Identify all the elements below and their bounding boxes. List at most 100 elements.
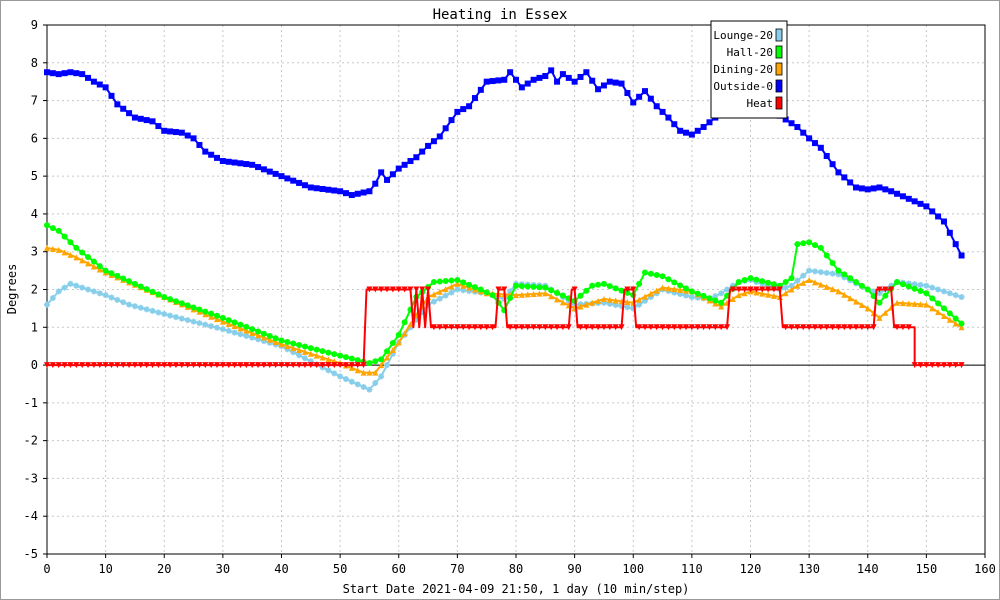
data-point	[829, 161, 836, 168]
series-hall-20	[44, 222, 965, 367]
data-point	[665, 285, 672, 292]
data-point	[800, 324, 807, 331]
data-point	[940, 312, 947, 319]
data-point	[131, 114, 138, 121]
data-point	[811, 324, 818, 331]
data-point	[172, 298, 179, 305]
data-point	[477, 324, 484, 331]
data-point	[683, 129, 690, 136]
data-point	[296, 342, 303, 349]
data-point	[583, 287, 590, 294]
data-point	[471, 324, 478, 331]
data-point	[442, 125, 449, 132]
data-point	[741, 290, 748, 297]
data-point	[876, 184, 883, 191]
data-point	[641, 269, 648, 276]
data-point	[800, 272, 807, 279]
data-point	[501, 76, 508, 83]
data-point	[448, 277, 455, 284]
data-point	[864, 305, 871, 312]
data-point	[501, 286, 508, 293]
data-point	[184, 362, 191, 369]
data-point	[899, 193, 906, 200]
data-point	[841, 271, 848, 278]
data-point	[636, 296, 643, 303]
data-point	[360, 383, 367, 390]
data-point	[946, 362, 953, 369]
data-point	[706, 119, 713, 126]
data-point	[653, 324, 660, 331]
data-point	[788, 324, 795, 331]
legend-label: Outside-0	[713, 80, 773, 93]
data-point	[342, 362, 349, 369]
data-point	[313, 185, 320, 192]
data-point	[61, 249, 68, 256]
data-point	[911, 362, 918, 369]
data-point	[278, 341, 285, 348]
data-point	[483, 324, 490, 331]
data-point	[448, 117, 455, 124]
data-point	[583, 301, 590, 308]
data-point	[507, 69, 514, 76]
data-point	[266, 336, 273, 343]
data-point	[958, 324, 965, 331]
data-point	[425, 142, 432, 149]
data-point	[483, 289, 490, 296]
data-point	[366, 188, 373, 195]
data-point	[167, 312, 174, 319]
data-point	[102, 267, 109, 274]
y-tick-label: 0	[31, 358, 38, 372]
data-point	[917, 281, 924, 288]
data-point	[79, 362, 86, 369]
data-point	[114, 296, 121, 303]
data-point	[536, 290, 543, 297]
x-tick-label: 110	[681, 562, 703, 576]
data-point	[85, 286, 92, 293]
data-point	[683, 324, 690, 331]
data-point	[559, 324, 566, 331]
data-point	[600, 295, 607, 302]
data-point	[600, 324, 607, 331]
data-point	[266, 362, 273, 369]
data-point	[952, 241, 959, 248]
data-point	[149, 118, 156, 125]
data-point	[372, 180, 379, 187]
data-point	[899, 324, 906, 331]
data-point	[624, 298, 631, 305]
data-point	[354, 381, 361, 388]
data-point	[700, 292, 707, 299]
data-point	[876, 286, 883, 293]
data-point	[536, 324, 543, 331]
data-point	[688, 324, 695, 331]
data-point	[436, 133, 443, 140]
x-tick-label: 120	[740, 562, 762, 576]
data-point	[630, 99, 637, 106]
data-point	[694, 127, 701, 134]
data-point	[765, 291, 772, 298]
y-tick-label: 9	[31, 18, 38, 32]
data-point	[641, 293, 648, 300]
axis-ticks: 0 10 20 30 40 50 60 70 80 90 100 110 120 130 140 150 160…	[24, 18, 996, 576]
data-point	[172, 314, 179, 321]
data-point	[225, 362, 232, 369]
data-point	[536, 284, 543, 291]
data-point	[61, 233, 68, 240]
data-point	[595, 281, 602, 288]
y-tick-label: -3	[24, 471, 38, 485]
data-point	[759, 278, 766, 285]
data-point	[729, 282, 736, 289]
data-point	[659, 108, 666, 115]
data-point	[296, 346, 303, 353]
data-point	[126, 362, 133, 369]
data-point	[618, 287, 625, 294]
data-point	[829, 260, 836, 267]
x-tick-label: 90	[567, 562, 581, 576]
data-point	[636, 280, 643, 287]
data-point	[44, 69, 50, 76]
data-point	[296, 179, 303, 186]
data-point	[378, 356, 385, 363]
data-point	[208, 310, 215, 317]
data-point	[735, 292, 742, 299]
data-point	[67, 362, 74, 369]
data-point	[389, 346, 396, 353]
